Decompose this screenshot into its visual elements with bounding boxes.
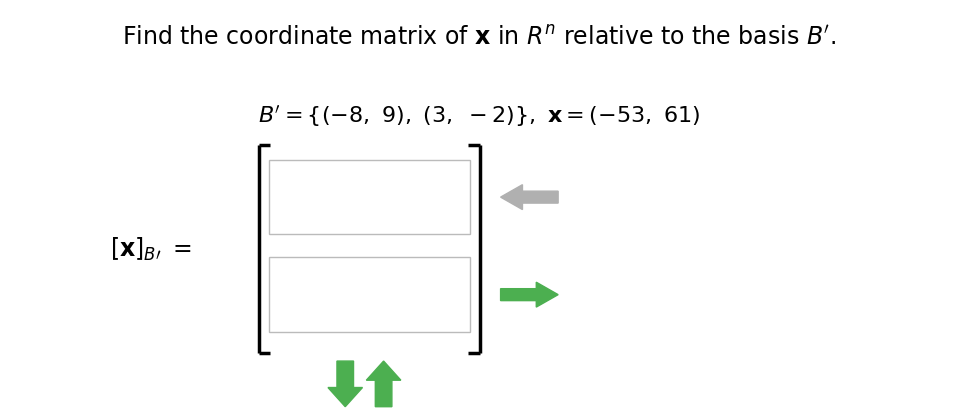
Text: $[\mathbf{x}]_{B\prime}\ =$: $[\mathbf{x}]_{B\prime}\ =$	[109, 235, 192, 263]
Text: Find the coordinate matrix of $\mathbf{x}$ in $R^n$ relative to the basis $B'$.: Find the coordinate matrix of $\mathbf{x…	[123, 25, 836, 49]
Polygon shape	[366, 361, 401, 407]
Polygon shape	[501, 282, 558, 307]
Polygon shape	[328, 361, 363, 407]
Text: $B' = \{(-8,\ 9),\ (3,\ -2)\},\ \mathbf{x} = (-53,\ 61)$: $B' = \{(-8,\ 9),\ (3,\ -2)\},\ \mathbf{…	[258, 103, 701, 129]
Bar	[269, 160, 470, 234]
Bar	[269, 257, 470, 332]
Polygon shape	[501, 185, 558, 210]
